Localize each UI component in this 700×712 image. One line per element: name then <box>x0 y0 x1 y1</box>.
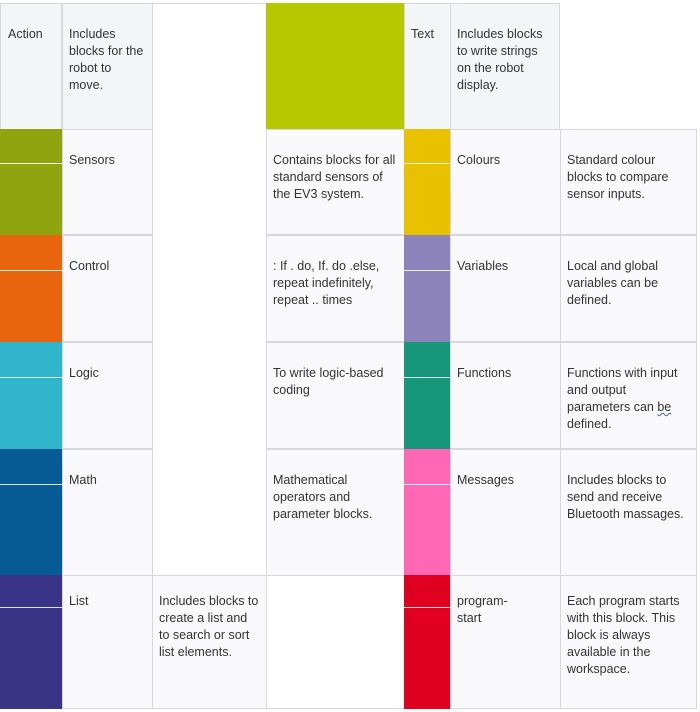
messages-desc: Includes blocks to send and receive Blue… <box>567 473 684 521</box>
colours-swatch <box>404 129 451 235</box>
action-label: Action <box>8 27 43 41</box>
messages-desc-cell: Includes blocks to send and receive Blue… <box>560 449 697 576</box>
functions-label-cell: Functions <box>450 342 561 449</box>
text-desc: Includes blocks to write strings on the … <box>457 27 543 92</box>
sensors-label: Sensors <box>69 153 115 167</box>
control-desc-cell: : If . do, If. do .else, repeat indefini… <box>266 235 405 342</box>
variables-label-cell: Variables <box>450 235 561 342</box>
list-desc: Includes blocks to create a list and to … <box>159 594 259 659</box>
variables-desc: Local and global variables can be define… <box>567 259 659 307</box>
sensors-label-cell: Sensors <box>62 129 153 235</box>
variables-label: Variables <box>457 259 509 273</box>
text-desc-cell: Includes blocks to write strings on the … <box>450 3 560 130</box>
control-label-cell: Control <box>62 235 153 342</box>
action-swatch <box>266 3 405 130</box>
math-label-cell: Math <box>62 449 153 576</box>
functions-desc-cell: Functions with input and output paramete… <box>560 342 697 449</box>
functions-label: Functions <box>457 366 512 380</box>
action-label-cell: Action <box>0 3 62 130</box>
list-swatch <box>0 575 62 709</box>
program-start-desc-cell: Each program starts with this block. Thi… <box>560 575 697 709</box>
messages-label-cell: Messages <box>450 449 561 576</box>
program-start-label: program-start <box>457 594 508 625</box>
math-desc-cell: Mathematical operators and parameter blo… <box>266 449 405 576</box>
text-label-cell: Text <box>404 3 451 130</box>
math-label: Math <box>69 473 97 487</box>
action-desc-cell: Includes blocks for the robot to move. <box>62 3 153 130</box>
text-label: Text <box>411 27 434 41</box>
variables-desc-cell: Local and global variables can be define… <box>560 235 697 342</box>
logic-swatch <box>0 342 62 449</box>
messages-label: Messages <box>457 473 514 487</box>
blank-column <box>152 3 267 576</box>
logic-desc-cell: To write logic-based coding <box>266 342 405 449</box>
program-start-swatch <box>404 575 451 709</box>
variables-swatch <box>404 235 451 342</box>
functions-desc-pre: Functions with input and output paramete… <box>567 366 678 414</box>
math-swatch <box>0 449 62 576</box>
colours-label-cell: Colours <box>450 129 561 235</box>
control-swatch <box>0 235 62 342</box>
list-empty-cell <box>266 575 405 709</box>
list-label-cell: List <box>62 575 153 709</box>
sensors-desc: Contains blocks for all standard sensors… <box>273 153 396 201</box>
functions-desc-post: defined. <box>567 417 612 431</box>
functions-desc-be: be <box>657 400 672 414</box>
sensors-swatch <box>0 129 62 235</box>
action-desc: Includes blocks for the robot to move. <box>69 27 144 92</box>
logic-desc: To write logic-based coding <box>273 366 384 397</box>
program-start-desc: Each program starts with this block. Thi… <box>567 594 680 676</box>
list-label: List <box>69 594 89 608</box>
colours-desc-cell: Standard colour blocks to compare sensor… <box>560 129 697 235</box>
program-start-label-cell: program-start <box>450 575 561 709</box>
functions-swatch <box>404 342 451 449</box>
logic-label: Logic <box>69 366 99 380</box>
logic-label-cell: Logic <box>62 342 153 449</box>
list-desc-cell: Includes blocks to create a list and to … <box>152 575 267 709</box>
messages-swatch <box>404 449 451 576</box>
functions-desc-text: Functions with input and output paramete… <box>567 366 677 431</box>
control-label: Control <box>69 259 110 273</box>
control-desc: : If . do, If. do .else, repeat indefini… <box>273 259 380 307</box>
math-desc: Mathematical operators and parameter blo… <box>273 473 373 521</box>
sensors-desc-cell: Contains blocks for all standard sensors… <box>266 129 405 235</box>
colours-desc: Standard colour blocks to compare sensor… <box>567 153 669 201</box>
colours-label: Colours <box>457 153 501 167</box>
